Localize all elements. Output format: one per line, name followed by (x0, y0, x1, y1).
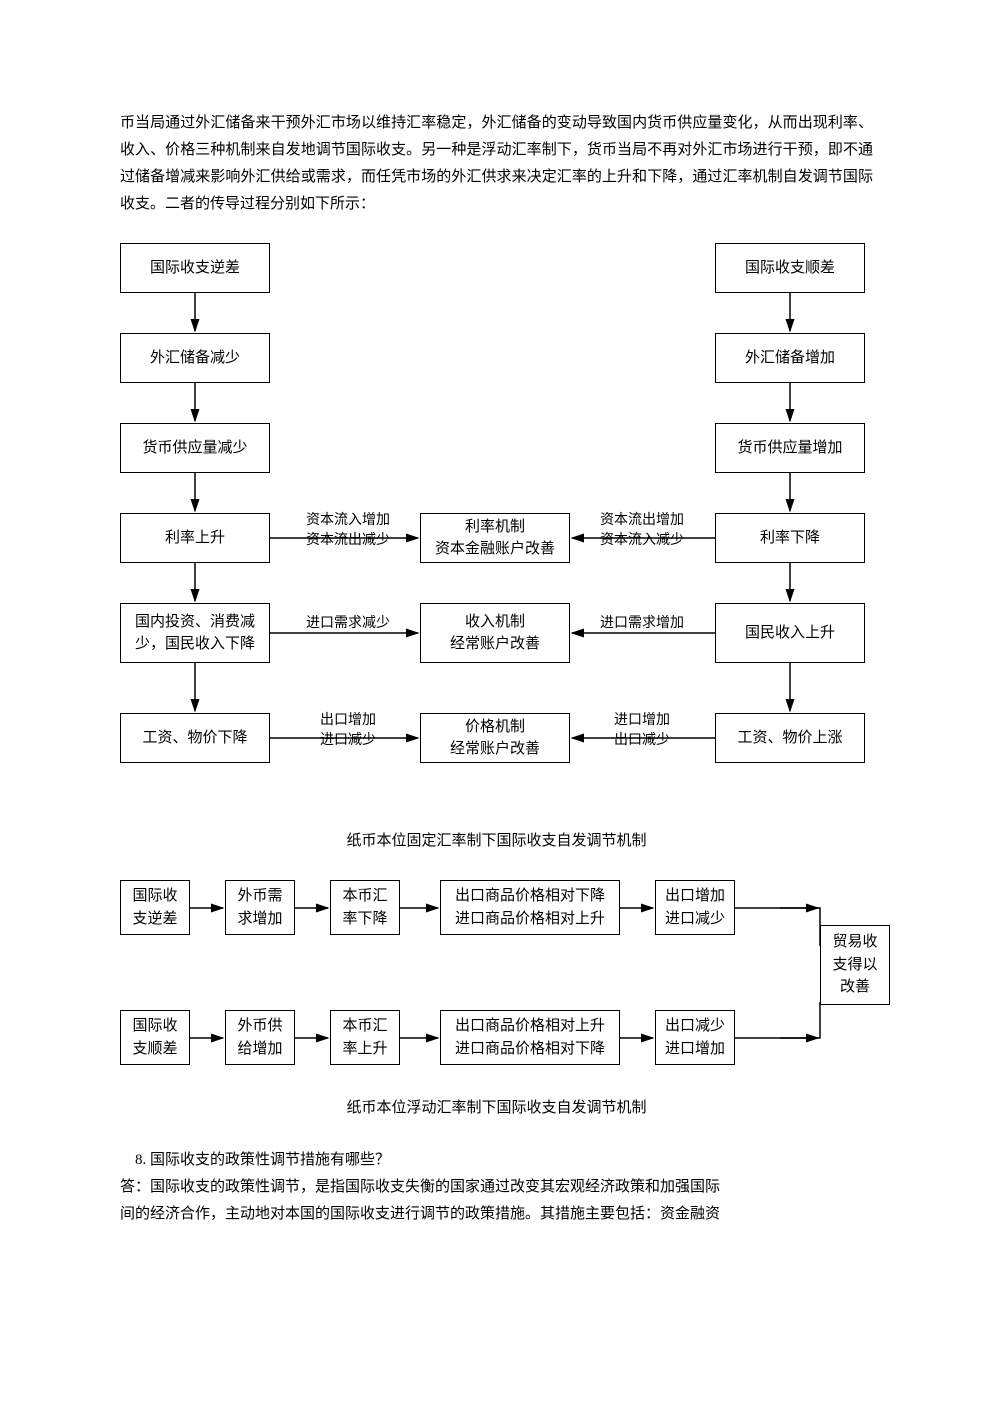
text-l2: 资本金融账户改善 (435, 538, 555, 561)
l2: 率上升 (342, 1038, 387, 1061)
d2-r2-b3: 本币汇 率上升 (330, 1010, 400, 1065)
d1-right-b5: 国民收入上升 (715, 603, 865, 663)
d1-left-b6: 工资、物价下降 (120, 713, 270, 763)
d1-left-b2: 外汇储备减少 (120, 333, 270, 383)
l2: 率下降 (342, 908, 387, 931)
l1: 国际收 (132, 1015, 177, 1038)
d2-r1-b2: 外币需 求增加 (225, 880, 295, 935)
text-l2: 经常账户改善 (450, 633, 540, 656)
d1-right-b4: 利率下降 (715, 513, 865, 563)
diagram1-caption: 纸币本位固定汇率制下国际收支自发调节机制 (120, 828, 873, 855)
l2: 进口减少 (665, 908, 725, 931)
l1: 资本流入增加 (278, 511, 418, 531)
l1: 国际收 (132, 885, 177, 908)
d1-right-b1: 国际收支顺差 (715, 243, 865, 293)
l1: 进口增加 (572, 711, 712, 731)
d1-label-r2: 进口需求增加 (572, 611, 712, 636)
diagram-floating-rate: 国际收 支逆差 外币需 求增加 本币汇 率下降 出口商品价格相对下降 进口商品价… (120, 880, 890, 1080)
l1: 本币汇 (342, 1015, 387, 1038)
text: 工资、物价上涨 (737, 727, 842, 750)
d2-r2-b4: 出口商品价格相对上升 进口商品价格相对下降 (440, 1010, 620, 1065)
text-l1: 价格机制 (465, 716, 525, 739)
text-l1: 利率机制 (465, 516, 525, 539)
l1: 本币汇 (342, 885, 387, 908)
text: 货币供应量增加 (737, 437, 842, 460)
l1: 出口增加 (665, 885, 725, 908)
d1-right-b2: 外汇储备增加 (715, 333, 865, 383)
l1: 出口增加 (278, 711, 418, 731)
d2-r1-b4: 出口商品价格相对下降 进口商品价格相对上升 (440, 880, 620, 935)
text: 外汇储备减少 (150, 347, 240, 370)
d2-r1-b5: 出口增加 进口减少 (655, 880, 735, 935)
l2: 支顺差 (132, 1038, 177, 1061)
text: 国民收入上升 (745, 622, 835, 645)
question-line: 8. 国际收支的政策性调节措施有哪些？ (120, 1147, 873, 1174)
d1-left-b4: 利率上升 (120, 513, 270, 563)
d1-label-r1: 资本流出增加 资本流入减少 (572, 511, 712, 550)
d1-left-b5: 国内投资、消费减 少，国民收入下降 (120, 603, 270, 663)
l1: 出口商品价格相对下降 (455, 885, 605, 908)
l1: 资本流出增加 (572, 511, 712, 531)
l2: 资本流出减少 (278, 531, 418, 551)
d1-label-l3: 出口增加 进口减少 (278, 711, 418, 750)
q-num: 8. (135, 1152, 146, 1168)
d1-right-b6: 工资、物价上涨 (715, 713, 865, 763)
l2: 进口商品价格相对下降 (455, 1038, 605, 1061)
d1-center-m1: 利率机制 资本金融账户改善 (420, 513, 570, 563)
text-l1: 收入机制 (465, 611, 525, 634)
text: 工资、物价下降 (142, 727, 247, 750)
text-l1: 国内投资、消费减 (135, 611, 255, 634)
l2: 进口增加 (665, 1038, 725, 1061)
l2: 进口减少 (278, 731, 418, 751)
l1: 贸易收 (832, 931, 877, 954)
diagram-fixed-rate: 国际收支逆差 外汇储备减少 货币供应量减少 利率上升 国内投资、消费减 少，国民… (120, 243, 880, 813)
l2: 进口商品价格相对上升 (455, 908, 605, 931)
text: 利率上升 (165, 527, 225, 550)
q-text: 国际收支的政策性调节措施有哪些？ (150, 1152, 390, 1168)
l2: 支逆差 (132, 908, 177, 931)
d1-center-m2: 收入机制 经常账户改善 (420, 603, 570, 663)
d1-left-b1: 国际收支逆差 (120, 243, 270, 293)
text: 国际收支顺差 (745, 257, 835, 280)
d1-left-b3: 货币供应量减少 (120, 423, 270, 473)
d2-r1-b3: 本币汇 率下降 (330, 880, 400, 935)
l1: 出口商品价格相对上升 (455, 1015, 605, 1038)
l1: 外币供 (237, 1015, 282, 1038)
text: 货币供应量减少 (142, 437, 247, 460)
text-l2: 经常账户改善 (450, 738, 540, 761)
text-l2: 少，国民收入下降 (135, 633, 255, 656)
answer-l1: 答：国际收支的政策性调节，是指国际收支失衡的国家通过改变其宏观经济政策和加强国际 (120, 1174, 873, 1201)
d2-r2-b5: 出口减少 进口增加 (655, 1010, 735, 1065)
l1: 外币需 (237, 885, 282, 908)
l2: 求增加 (237, 908, 282, 931)
d1-right-b3: 货币供应量增加 (715, 423, 865, 473)
l2: 出口减少 (572, 731, 712, 751)
l2: 支得以 (832, 954, 877, 977)
d2-r1-b1: 国际收 支逆差 (120, 880, 190, 935)
d2-merge: 贸易收 支得以 改善 (820, 925, 890, 1005)
text: 国际收支逆差 (150, 257, 240, 280)
text: 利率下降 (760, 527, 820, 550)
intro-paragraph: 币当局通过外汇储备来干预外汇市场以维持汇率稳定，外汇储备的变动导致国内货币供应量… (120, 110, 873, 218)
d1-label-l2: 进口需求减少 (278, 611, 418, 636)
answer-l2: 间的经济合作，主动地对本国的国际收支进行调节的政策措施。其措施主要包括：资金融资 (120, 1201, 873, 1228)
d1-center-m3: 价格机制 经常账户改善 (420, 713, 570, 763)
l2: 给增加 (237, 1038, 282, 1061)
d2-r2-b1: 国际收 支顺差 (120, 1010, 190, 1065)
d2-r2-b2: 外币供 给增加 (225, 1010, 295, 1065)
l2: 资本流入减少 (572, 531, 712, 551)
l1: 出口减少 (665, 1015, 725, 1038)
d1-label-l1: 资本流入增加 资本流出减少 (278, 511, 418, 550)
d1-label-r3: 进口增加 出口减少 (572, 711, 712, 750)
l3: 改善 (840, 976, 870, 999)
question-8: 8. 国际收支的政策性调节措施有哪些？ 答：国际收支的政策性调节，是指国际收支失… (120, 1147, 873, 1228)
text: 外汇储备增加 (745, 347, 835, 370)
diagram2-caption: 纸币本位浮动汇率制下国际收支自发调节机制 (120, 1095, 873, 1122)
